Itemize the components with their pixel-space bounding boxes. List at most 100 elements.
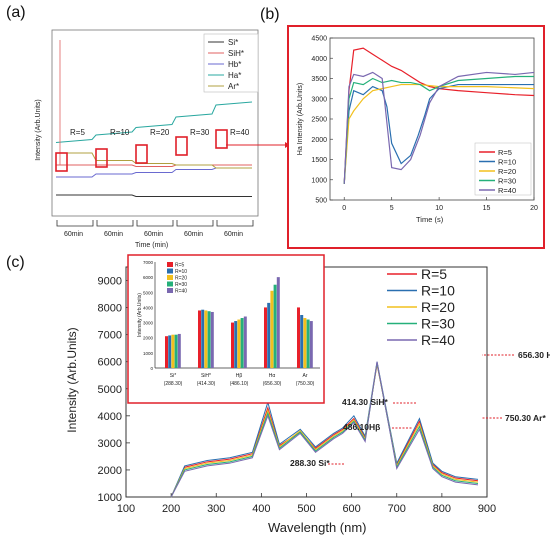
- panel-a-highlight-box: [55, 152, 68, 172]
- panel-a-series-Ar*: [56, 152, 252, 169]
- panel-b-ytick-label: 2500: [311, 117, 327, 124]
- panel-c-ylabel: Intensity (Arb.Units): [65, 327, 79, 432]
- panel-a-legend-label: Hb*: [228, 60, 241, 69]
- panel-c-legend-label: R=20: [421, 299, 455, 315]
- panel-a-series-Hb*: [56, 167, 252, 178]
- inset-bar: [273, 284, 277, 368]
- panel-a-duration-label: 60min: [184, 231, 203, 238]
- panel-b-xtick-label: 20: [530, 205, 538, 212]
- panel-b-series-line: [343, 83, 535, 184]
- panel-c-label: (c): [6, 254, 25, 271]
- inset-legend-swatch: [167, 281, 173, 287]
- panel-b-ytick-label: 1500: [311, 157, 327, 164]
- inset-ytick-label: 4000: [143, 305, 154, 310]
- inset-bar: [237, 319, 241, 368]
- panel-b-xlabel: Time (s): [416, 215, 444, 224]
- inset-legend-label: R=30: [175, 282, 187, 288]
- inset-category-wavelength: (288.30): [164, 381, 183, 387]
- panel-b-ytick-label: 4000: [311, 56, 327, 63]
- panel-a-duration-bracket: [136, 220, 174, 227]
- panel-b-ytick-label: 2000: [311, 137, 327, 144]
- inset-bar: [198, 310, 201, 368]
- panel-a-duration-bracket: [176, 220, 214, 227]
- inset-category-label: SiH*: [201, 373, 211, 379]
- inset-bar: [201, 309, 205, 368]
- panel-c-peak-label: 486.10Hβ: [343, 422, 380, 432]
- inset-bar: [270, 290, 274, 368]
- inset-bar: [207, 311, 211, 368]
- inset-ytick-label: 6000: [143, 275, 154, 280]
- panel-a-duration-bracket: [56, 220, 94, 227]
- inset-legend-swatch: [167, 262, 173, 267]
- inset-bar: [231, 322, 234, 368]
- panel-b-series-line: [343, 71, 535, 184]
- panel-b-legend-label: R=5: [498, 148, 512, 157]
- panel-a-highlight-box: [175, 136, 188, 156]
- panel-a-duration-label: 60min: [64, 231, 83, 238]
- panel-c-peak-label: 750.30 Ar*: [505, 413, 546, 423]
- panel-c-ytick-label: 3000: [98, 438, 122, 450]
- panel-c-ytick-label: 9000: [98, 276, 122, 288]
- inset-bar: [240, 318, 244, 368]
- panel-c-ytick-label: 5000: [98, 384, 122, 396]
- inset-ytick-label: 1000: [143, 351, 154, 356]
- panel-a-segment-label: R=40: [230, 128, 250, 137]
- panel-c-legend-label: R=10: [421, 283, 455, 299]
- panel-b-ytick-label: 1000: [311, 177, 327, 184]
- inset-bar: [171, 334, 175, 368]
- panel-c-ytick-label: 8000: [98, 303, 122, 315]
- panel-b-series-line: [343, 47, 535, 184]
- panel-b-xtick-label: 5: [390, 205, 394, 212]
- panel-c-peak-label: 288.30 Si*: [290, 458, 330, 468]
- inset-bar: [243, 316, 247, 368]
- inset-category-label: Hβ: [236, 373, 243, 379]
- inset-category-label: Ar: [303, 373, 308, 379]
- panel-c-ytick-label: 4000: [98, 411, 122, 423]
- inset-bar: [267, 302, 271, 368]
- inset-legend-swatch: [167, 268, 173, 274]
- panel-a-highlight-box: [215, 129, 228, 149]
- panel-a-series-SiH*: [56, 164, 252, 167]
- inset-ytick-label: 0: [150, 366, 153, 371]
- inset-category-label: Si*: [170, 373, 176, 379]
- inset-bar: [264, 307, 267, 368]
- inset-category-label: Hα: [269, 373, 276, 379]
- panel-c-xtick-label: 100: [117, 503, 135, 515]
- inset-legend-label: R=5: [175, 263, 185, 269]
- panel-c-xtick-label: 600: [342, 503, 360, 515]
- inset-bar: [303, 318, 307, 368]
- panel-c-xtick-label: 300: [207, 503, 225, 515]
- inset-ylabel: Intensity (Arb.Units): [137, 293, 143, 337]
- panel-c-ytick-label: 7000: [98, 330, 122, 342]
- panel-b-legend-label: R=30: [498, 177, 516, 186]
- panel-b-label: (b): [260, 6, 280, 23]
- inset-ytick-label: 2000: [143, 336, 154, 341]
- panel-a-xlabel: Time (min): [135, 242, 168, 249]
- panel-a-legend-label: Si*: [228, 38, 238, 47]
- panel-a-duration-label: 60min: [104, 231, 123, 238]
- panel-a-legend-label: Ha*: [228, 71, 241, 80]
- inset-legend-label: R=40: [175, 289, 187, 295]
- inset-bar: [297, 307, 300, 368]
- panel-a-segment-label: R=30: [190, 128, 210, 137]
- panel-b-xtick-label: 10: [435, 205, 443, 212]
- panel-b-ytick-label: 4500: [311, 36, 327, 43]
- panel-c-spectrum-line: [170, 361, 479, 498]
- panel-a-series-Si*: [56, 194, 252, 197]
- panel-b-ytick-label: 3000: [311, 96, 327, 103]
- inset-ytick-label: 7000: [143, 260, 154, 265]
- panel-a-ylabel: Intensity (Arb.Units): [35, 99, 42, 160]
- inset-bar: [177, 333, 181, 368]
- panel-b-ytick-label: 3500: [311, 76, 327, 83]
- panel-a-legend: [203, 33, 259, 93]
- panel-c-xtick-label: 200: [162, 503, 180, 515]
- inset-bar: [276, 277, 280, 368]
- inset-category-wavelength: (750.30): [296, 381, 315, 387]
- panel-c-xtick-label: 800: [433, 503, 451, 515]
- panel-c-peak-label: 656.30 Hα: [518, 350, 550, 360]
- panel-c-ytick-label: 2000: [98, 465, 122, 477]
- panel-a-highlight-box: [95, 148, 108, 168]
